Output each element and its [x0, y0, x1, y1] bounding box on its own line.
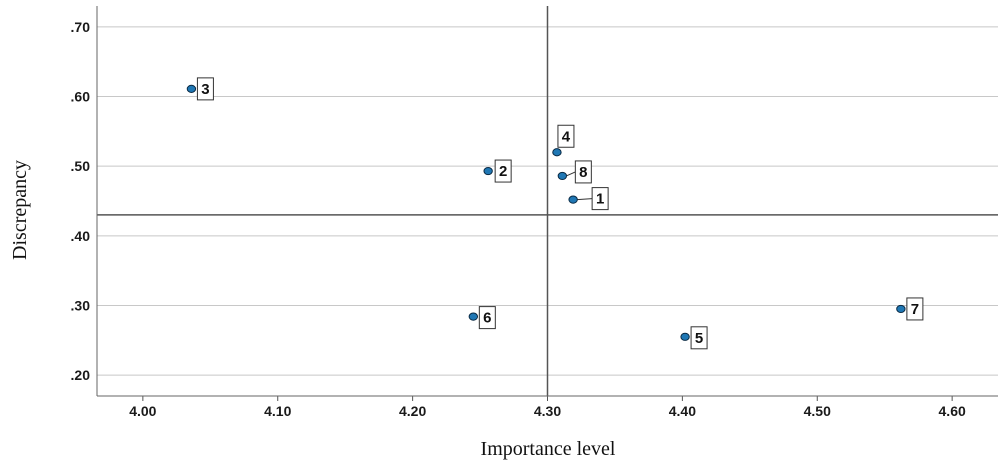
point-marker	[186, 84, 197, 93]
point-label-box	[196, 77, 214, 101]
point-label-box	[494, 159, 512, 183]
axes	[96, 6, 998, 401]
point-label: 6	[483, 310, 491, 327]
point-label-box	[478, 306, 496, 330]
point-marker	[468, 312, 479, 321]
point-marker	[552, 148, 562, 157]
x-axis-title: Importance level	[481, 438, 616, 460]
data-points: 1 2 3 4 5 6 7 8	[186, 77, 924, 350]
point-label: 7	[911, 301, 919, 318]
reference-lines	[97, 6, 998, 396]
x-tick-label: 4.30	[534, 403, 561, 419]
point-label: 4	[562, 128, 571, 145]
y-tick-label: .70	[71, 19, 91, 35]
data-point-5: 5	[680, 326, 708, 350]
x-tick-label: 4.10	[264, 403, 291, 419]
x-tick-label: 4.40	[669, 403, 696, 419]
point-marker	[896, 304, 906, 314]
y-tick-label: .60	[71, 89, 91, 105]
data-point-2: 2	[483, 159, 512, 183]
y-tick-label: .20	[71, 367, 91, 383]
point-label: 2	[499, 163, 507, 180]
y-tick-label: .50	[71, 158, 91, 174]
point-label-box	[690, 326, 708, 350]
point-label: 1	[596, 191, 604, 208]
point-label-box	[557, 124, 575, 148]
y-axis-title: Discrepancy	[9, 160, 31, 260]
point-label-box	[591, 187, 609, 211]
x-tick-label: 4.50	[804, 403, 831, 419]
data-point-1: 1	[568, 187, 609, 211]
point-label-box	[906, 297, 924, 321]
data-point-6: 6	[468, 306, 496, 330]
data-point-8: 8	[557, 160, 592, 184]
y-tick-label: .40	[71, 228, 91, 244]
point-marker	[483, 166, 493, 176]
x-tick-labels: 4.00 4.10 4.20 4.30 4.40 4.50 4.60	[129, 403, 966, 419]
label-leader-line	[577, 198, 593, 201]
data-point-3: 3	[186, 77, 214, 101]
point-marker	[680, 332, 690, 341]
x-tick-label: 4.60	[939, 403, 966, 419]
point-label: 3	[201, 81, 209, 98]
y-tick-labels: .20 .30 .40 .50 .60 .70	[71, 19, 91, 383]
point-marker	[568, 195, 578, 204]
x-tick-label: 4.00	[129, 403, 156, 419]
point-marker	[557, 171, 568, 181]
data-point-7: 7	[896, 297, 924, 321]
label-leader-line	[566, 171, 576, 177]
data-point-4: 4	[552, 124, 575, 157]
point-label: 5	[695, 330, 703, 347]
y-tick-label: .30	[71, 297, 91, 313]
point-label-box	[574, 160, 592, 184]
point-label: 8	[579, 164, 587, 181]
x-tick-label: 4.20	[399, 403, 426, 419]
